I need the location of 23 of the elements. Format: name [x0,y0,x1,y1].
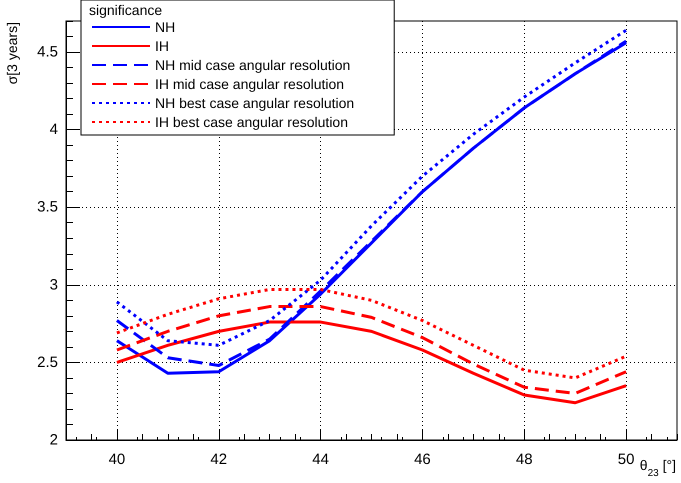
y-tick-label: 2 [50,432,58,448]
x-tick-label: 48 [516,451,533,468]
legend-label: NH [155,19,176,35]
x-tick-label: 50 [618,451,634,468]
x-tick-label: 44 [312,451,329,468]
line-series [115,320,628,404]
x-axis-title: θ$_{23}$ [°] [640,457,676,478]
y-tick-label: 3 [50,276,58,294]
legend-title: significance [89,2,162,18]
legend-label: IH mid case angular resolution [155,76,344,92]
y-tick-label: 3.5 [37,198,58,216]
line-series [115,305,628,395]
x-tick-label: 46 [414,451,431,468]
legend-label: NH mid case angular resolution [155,57,350,73]
x-tick-label: 42 [210,451,228,468]
y-tick-label: 2.5 [37,354,58,371]
y-axis-title: σ[3 years] [4,22,20,84]
x-tick-label: 40 [108,451,126,468]
legend-label: IH [155,38,169,54]
y-tick-label: 4.5 [37,44,58,61]
legend-label: IH best case angular resolution [155,114,348,130]
y-tick-label: 4 [50,121,58,138]
legend-label: NH best case angular resolution [155,95,354,111]
